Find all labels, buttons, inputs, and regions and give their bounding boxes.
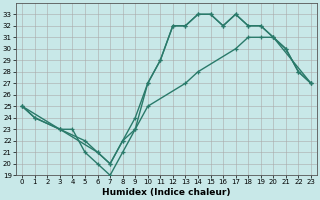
X-axis label: Humidex (Indice chaleur): Humidex (Indice chaleur) — [102, 188, 231, 197]
